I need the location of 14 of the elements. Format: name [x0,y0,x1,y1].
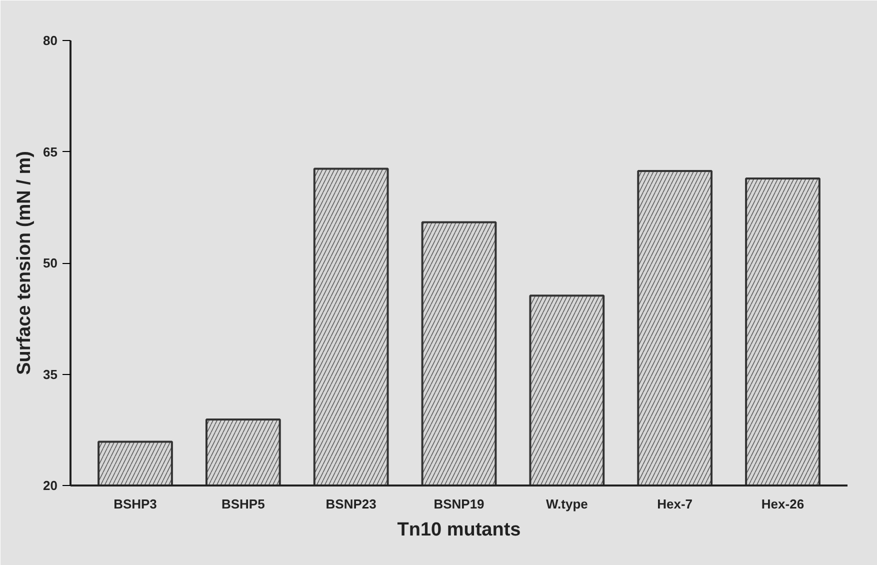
x-tick-label: Hex-26 [761,496,804,512]
y-tick-label: 35 [43,366,58,382]
y-axis-title: Surface tension (mN / m) [14,151,36,375]
y-tick-label: 50 [43,256,58,270]
x-tick-label: W.type [546,496,588,512]
x-tick-label: BSHP5 [221,496,265,512]
x-tick-label: BSNP23 [326,496,376,512]
y-tick-label: 20 [43,478,58,493]
y-tick-label: 65 [43,144,58,160]
y-tick-label: 80 [43,33,58,48]
x-tick-label: BSNP19 [434,496,484,512]
x-axis-title: Tn10 mutants [397,520,521,540]
x-tick-label: Hex-7 [657,496,693,512]
x-tick-label: BSHP3 [114,496,157,512]
